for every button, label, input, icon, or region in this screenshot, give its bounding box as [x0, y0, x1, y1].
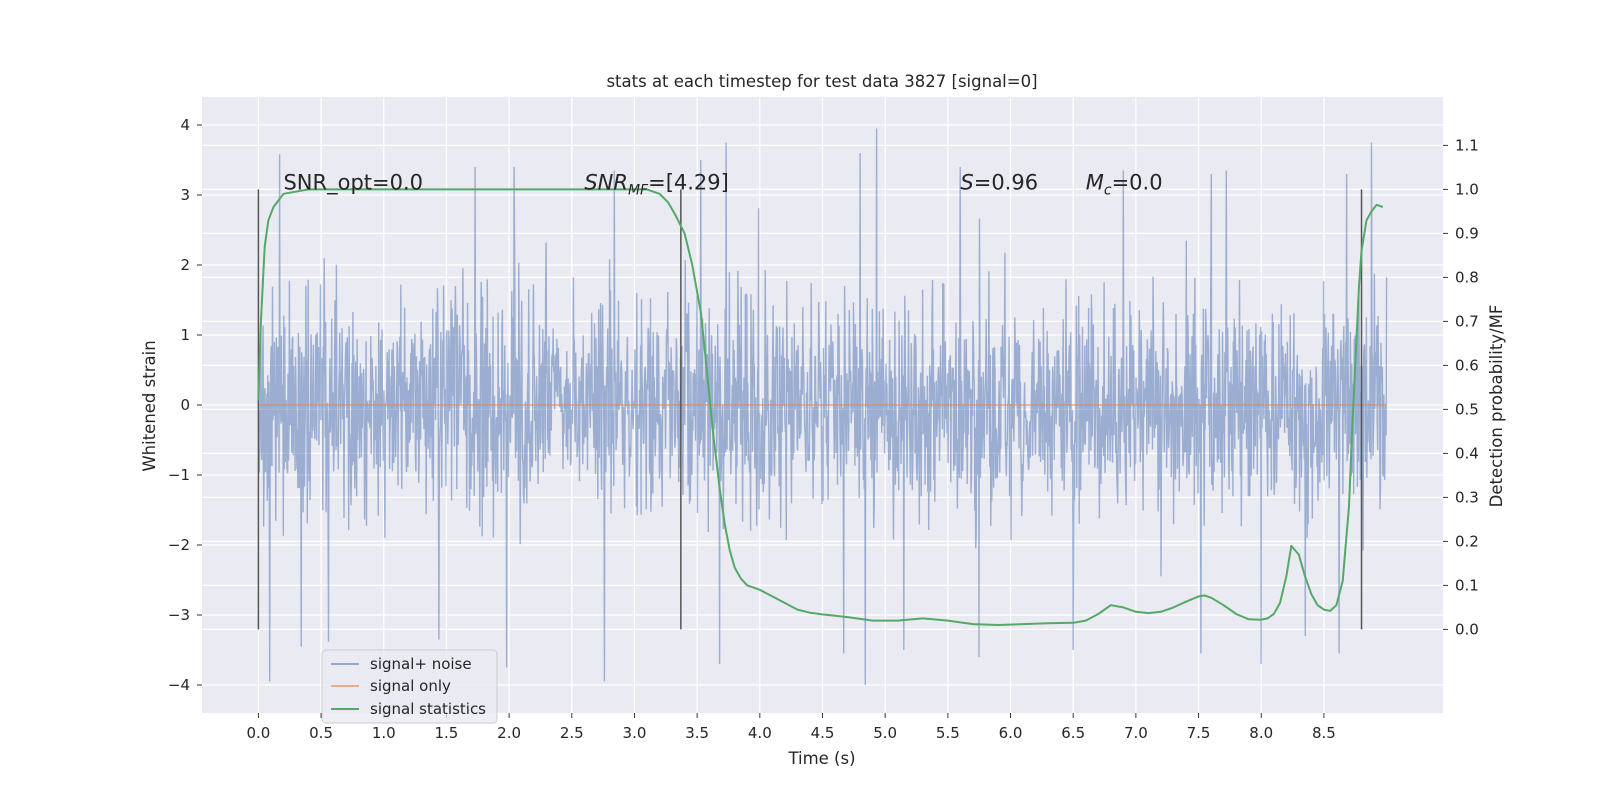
- y2-tick-label: 0.2: [1455, 532, 1479, 550]
- x-tick-label: 3.0: [623, 724, 647, 742]
- annotation-mc-value: =0.0: [1112, 170, 1163, 194]
- annotation-snr-mf-symbol: SNR: [584, 170, 628, 194]
- y2-tick-label: 0.8: [1455, 268, 1479, 286]
- y2-tick-label: 0.3: [1455, 488, 1479, 506]
- x-tick-label: 8.0: [1249, 724, 1273, 742]
- y2-tick-label: 0.4: [1455, 444, 1479, 462]
- y2-tick-label: 0.9: [1455, 224, 1479, 242]
- x-tick-label: 3.5: [685, 724, 709, 742]
- y-tick-label: −1: [168, 466, 190, 484]
- annotation-snr-opt: SNR_opt=0.0: [283, 170, 423, 195]
- legend-box: [321, 649, 498, 724]
- x-tick-label: 5.0: [873, 724, 897, 742]
- y2-tick-label: 0.1: [1455, 576, 1479, 594]
- x-tick-label: 6.0: [999, 724, 1023, 742]
- x-tick-label: 7.5: [1187, 724, 1211, 742]
- x-tick-label: 7.0: [1124, 724, 1148, 742]
- y-tick-label: −3: [168, 606, 190, 624]
- x-tick-label: 5.5: [936, 724, 960, 742]
- y-tick-label: −2: [168, 536, 190, 554]
- tick-labels: 0.0 0.5 1.0 1.5 2.0 2.5 3.0 3.5 4.0 4.5 5.0 5.5 6.0 6…: [168, 116, 1479, 742]
- x-tick-label: 2.5: [560, 724, 584, 742]
- y2-tick-label: 0.5: [1455, 400, 1479, 418]
- y2-axis-label: Detection probability/MF: [1487, 305, 1506, 508]
- x-tick-label: 0.0: [246, 724, 270, 742]
- legend-label-signal-noise: signal+ noise: [370, 655, 472, 673]
- x-axis-label: Time (s): [787, 749, 855, 768]
- signal-noise-line: [257, 128, 1388, 686]
- y-tick-label: 4: [180, 116, 190, 134]
- annotation-s-stat-value: =0.96: [974, 170, 1038, 194]
- annotation-snr-mf: SNRMF=[4.29]: [584, 170, 729, 198]
- y-tick-label: 3: [180, 186, 190, 204]
- y2-tick-label: 1.1: [1455, 136, 1479, 154]
- annotation-snr-mf-subscript: MF: [628, 182, 649, 198]
- signal-statistics-line: [257, 188, 1384, 626]
- y-axis-label: Whitened strain: [140, 340, 159, 471]
- legend: signal+ noise signal only signal statist…: [321, 649, 498, 724]
- series-signal-statistics: [257, 188, 1384, 626]
- y-tick-label: 1: [180, 326, 190, 344]
- annotation-s-stat: S=0.96: [960, 170, 1038, 194]
- x-tick-label: 1.5: [435, 724, 459, 742]
- y2-tick-label: 1.0: [1455, 180, 1479, 198]
- annotation-snr-mf-value: =[4.29]: [648, 170, 729, 194]
- y-tick-label: 0: [180, 396, 190, 414]
- y2-tick-label: 0.0: [1455, 620, 1479, 638]
- x-tick-label: 8.5: [1312, 724, 1336, 742]
- y-tick-label: 2: [180, 256, 190, 274]
- x-tick-label: 0.5: [309, 724, 333, 742]
- legend-label-signal-statistics: signal statistics: [370, 700, 486, 718]
- annotation-mc-subscript: c: [1104, 182, 1112, 198]
- series-signal-noise: [257, 128, 1388, 686]
- y2-tick-label: 0.7: [1455, 312, 1479, 330]
- y2-tick-label: 0.6: [1455, 356, 1479, 374]
- x-tick-label: 2.0: [497, 724, 521, 742]
- y-tick-label: −4: [168, 676, 190, 694]
- legend-label-signal-only: signal only: [370, 677, 451, 695]
- annotation-s-stat-symbol: S: [960, 170, 973, 194]
- x-tick-label: 1.0: [372, 724, 396, 742]
- annotation-mc: Mc=0.0: [1086, 170, 1163, 198]
- annotations: SNR_opt=0.0 SNRMF=[4.29] S=0.96 Mc=0.0: [283, 170, 1162, 198]
- x-tick-label: 4.5: [811, 724, 835, 742]
- x-tick-label: 4.0: [748, 724, 772, 742]
- x-tick-label: 6.5: [1061, 724, 1085, 742]
- chart-title: stats at each timestep for test data 382…: [606, 72, 1037, 91]
- annotation-mc-symbol: M: [1086, 170, 1104, 194]
